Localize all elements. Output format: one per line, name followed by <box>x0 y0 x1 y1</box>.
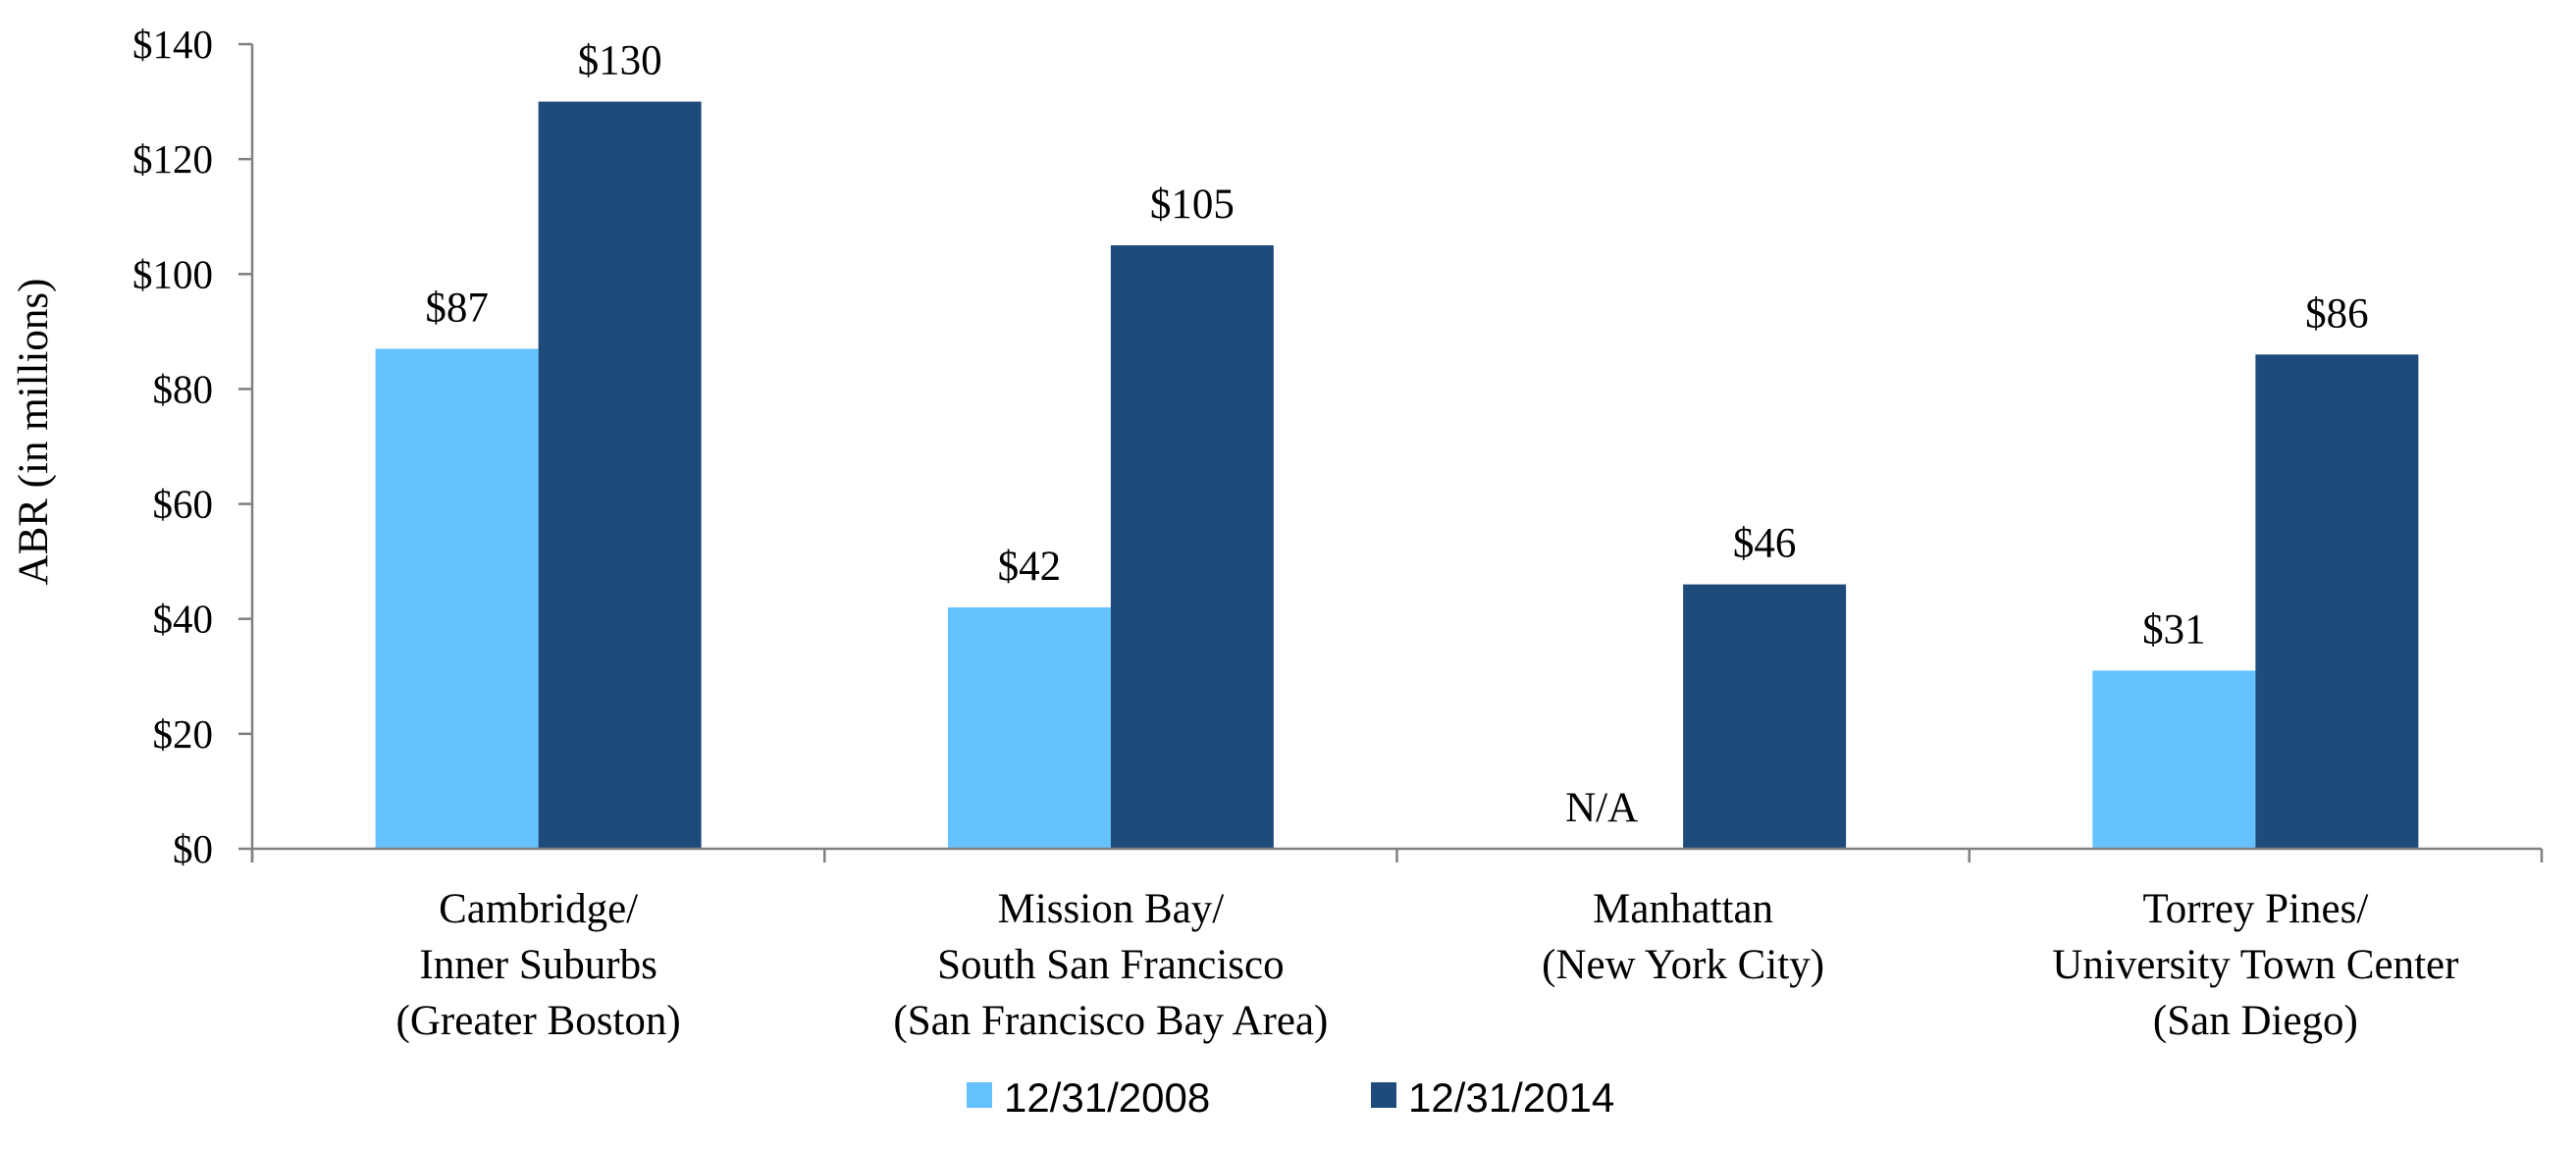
legend: 12/31/2008 12/31/2014 <box>967 1074 1614 1121</box>
bar-12-31-2014-cat-3 <box>2255 354 2419 849</box>
data-labels-layer: $87 $42 N/A $31 $130 $105 $46 $86 <box>425 38 2368 831</box>
y-tick-label: $60 <box>153 482 214 527</box>
legend-label: 12/31/2014 <box>1408 1074 1614 1121</box>
category-label: Mission Bay/South San Francisco (San Fran… <box>893 886 1328 1044</box>
y-tick-label: $20 <box>153 711 214 757</box>
bars-layer <box>375 101 2419 850</box>
data-label: N/A <box>1565 785 1638 831</box>
y-tick-label: $100 <box>132 251 213 296</box>
bar-12-31-2008-cat-3 <box>2092 670 2256 849</box>
data-label: $87 <box>425 285 489 331</box>
bar-12-31-2008-cat-1 <box>947 607 1111 849</box>
y-tick-label: $40 <box>153 597 214 642</box>
legend-swatch <box>1371 1082 1396 1108</box>
y-axis-title: ABR (in millions) <box>11 279 57 586</box>
legend-label: 12/31/2008 <box>1004 1074 1210 1121</box>
category-label: Cambridge/Inner Suburbs (Greater Boston) <box>396 886 681 1044</box>
data-label: $105 <box>1150 182 1235 228</box>
data-label: $46 <box>1733 521 1797 567</box>
y-tick-label: $140 <box>132 22 213 67</box>
data-label: $86 <box>2305 290 2369 337</box>
data-label: $130 <box>578 38 662 84</box>
bar-12-31-2014-cat-0 <box>538 101 702 850</box>
y-tick-label: $120 <box>132 136 213 182</box>
legend-swatch <box>967 1082 992 1108</box>
y-tick-label: $0 <box>173 826 213 871</box>
data-label: $31 <box>2142 606 2206 653</box>
category-label: Torrey Pines/University Town Center (San … <box>2052 886 2458 1044</box>
axes-layer: $0 $20 $40 $60 $80 $100 $120 $140 Cambridge/Inne… <box>132 22 2544 1044</box>
bar-12-31-2014-cat-1 <box>1110 245 1274 849</box>
data-label: $42 <box>998 544 1062 590</box>
bar-12-31-2008-cat-0 <box>375 348 539 849</box>
y-tick-label: $80 <box>153 366 214 411</box>
bar-12-31-2014-cat-2 <box>1683 584 1847 849</box>
category-label: Manhattan (New York City) <box>1542 886 1824 988</box>
